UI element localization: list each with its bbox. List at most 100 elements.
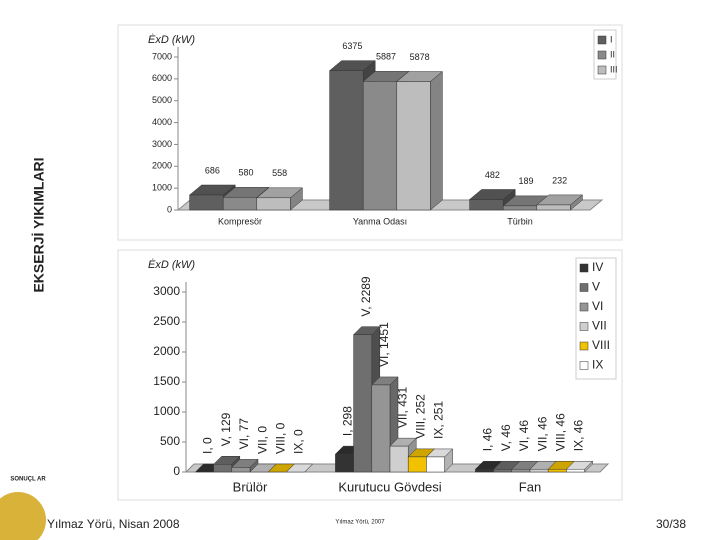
legend-label: VI <box>592 299 603 313</box>
data-label: I, 0 <box>201 437 215 454</box>
data-label: VII, 431 <box>395 386 409 428</box>
bar <box>353 334 373 473</box>
data-label: VII, 0 <box>255 426 269 454</box>
bar <box>231 467 251 473</box>
bar <box>189 194 224 211</box>
data-label: VI, 1451 <box>377 322 391 367</box>
legend-swatch <box>579 322 589 331</box>
y-tick-label: 2500 <box>153 314 180 328</box>
legend-label: VIII <box>592 338 610 352</box>
bar-top <box>285 463 314 473</box>
x-tick-label: Kompresör <box>218 216 262 226</box>
legend-label: IX <box>592 358 603 372</box>
legend-swatch <box>597 35 607 45</box>
data-label: 232 <box>552 175 567 185</box>
y-tick-label: 5000 <box>152 95 172 105</box>
data-label: VIII, 252 <box>413 394 427 439</box>
y-tick-label: 7000 <box>152 51 172 61</box>
bar <box>335 453 354 473</box>
y-tick-label: 2000 <box>152 161 172 171</box>
data-label: VIII, 46 <box>553 413 567 451</box>
legend-swatch <box>579 361 589 370</box>
x-tick-label: Fan <box>519 479 541 494</box>
x-tick-label: Yanma Odası <box>353 216 407 226</box>
y-tick-label: 500 <box>160 434 180 448</box>
data-label: V, 46 <box>499 424 513 451</box>
bar <box>389 445 409 473</box>
data-label: V, 129 <box>219 412 233 446</box>
page-number: 30/38 <box>656 517 686 531</box>
bar <box>536 204 571 211</box>
data-label: VIII, 0 <box>273 422 287 454</box>
bar <box>407 456 427 473</box>
data-label: I, 46 <box>481 428 495 452</box>
bar <box>469 199 504 211</box>
data-label: 5887 <box>376 52 396 62</box>
data-label: 558 <box>272 168 287 178</box>
bar <box>502 205 538 211</box>
bar <box>426 456 445 473</box>
legend-label: I <box>610 34 613 44</box>
data-label: 6375 <box>342 41 362 51</box>
legend-swatch <box>597 65 607 75</box>
data-label: 686 <box>205 165 220 175</box>
slide-title: EKSERJİ YIKIMLARI <box>31 157 47 292</box>
legend-label: III <box>610 64 618 74</box>
data-label: 5878 <box>410 52 430 62</box>
data-label: IX, 46 <box>572 420 586 452</box>
y-tick-label: 1000 <box>152 183 172 193</box>
data-label: 189 <box>518 176 533 186</box>
x-tick-label: Kurutucu Gövdesi <box>338 479 441 494</box>
data-label: IX, 251 <box>432 401 446 439</box>
x-tick-label: Brülör <box>233 479 268 494</box>
data-label: VII, 46 <box>535 416 549 451</box>
legend-swatch <box>579 263 589 273</box>
x-tick-label: Türbin <box>507 216 533 226</box>
legend-box <box>575 257 617 380</box>
legend-label: IV <box>592 260 603 274</box>
bar <box>256 197 291 211</box>
bar <box>547 468 567 473</box>
data-label: 482 <box>485 170 500 180</box>
bar <box>566 468 585 473</box>
data-label: 580 <box>238 168 253 178</box>
bar <box>529 468 549 473</box>
bar <box>213 464 233 473</box>
section-label: SONUÇL AR <box>10 477 46 483</box>
footer-author: Yılmaz Yörü, Nisan 2008 <box>47 517 180 531</box>
y-axis-label: ĖxD (kW) <box>148 259 195 271</box>
bar <box>222 197 258 211</box>
legend-swatch <box>579 283 589 292</box>
data-label: V, 2289 <box>359 276 373 317</box>
bar <box>511 468 531 473</box>
y-tick-label: 3000 <box>152 139 172 149</box>
bar-side <box>430 70 443 211</box>
y-tick-label: 0 <box>167 204 172 214</box>
y-tick-label: 2000 <box>153 344 180 358</box>
bar <box>475 468 494 473</box>
bar <box>329 70 364 211</box>
legend-swatch <box>579 302 589 312</box>
y-tick-label: 0 <box>173 464 180 478</box>
legend-swatch <box>579 341 589 351</box>
decor-circle <box>0 492 46 540</box>
y-tick-label: 1500 <box>153 374 180 388</box>
y-tick-label: 4000 <box>152 117 172 127</box>
bar <box>362 81 398 211</box>
footer-center: Yılmaz Yörü, 2007 <box>335 520 385 526</box>
bar <box>371 384 391 473</box>
y-tick-label: 1000 <box>153 404 180 418</box>
legend-label: V <box>592 280 600 294</box>
data-label: IX, 0 <box>292 429 306 454</box>
y-tick-label: 3000 <box>153 284 180 298</box>
data-label: I, 298 <box>341 406 355 436</box>
data-label: VI, 77 <box>237 418 251 450</box>
legend-label: VII <box>592 319 607 333</box>
bar <box>396 81 431 211</box>
y-tick-label: 6000 <box>152 73 172 83</box>
data-label: VI, 46 <box>517 420 531 452</box>
bar <box>493 468 513 473</box>
legend-label: II <box>610 49 615 59</box>
y-axis-label: ĖxD (kW) <box>148 34 195 46</box>
